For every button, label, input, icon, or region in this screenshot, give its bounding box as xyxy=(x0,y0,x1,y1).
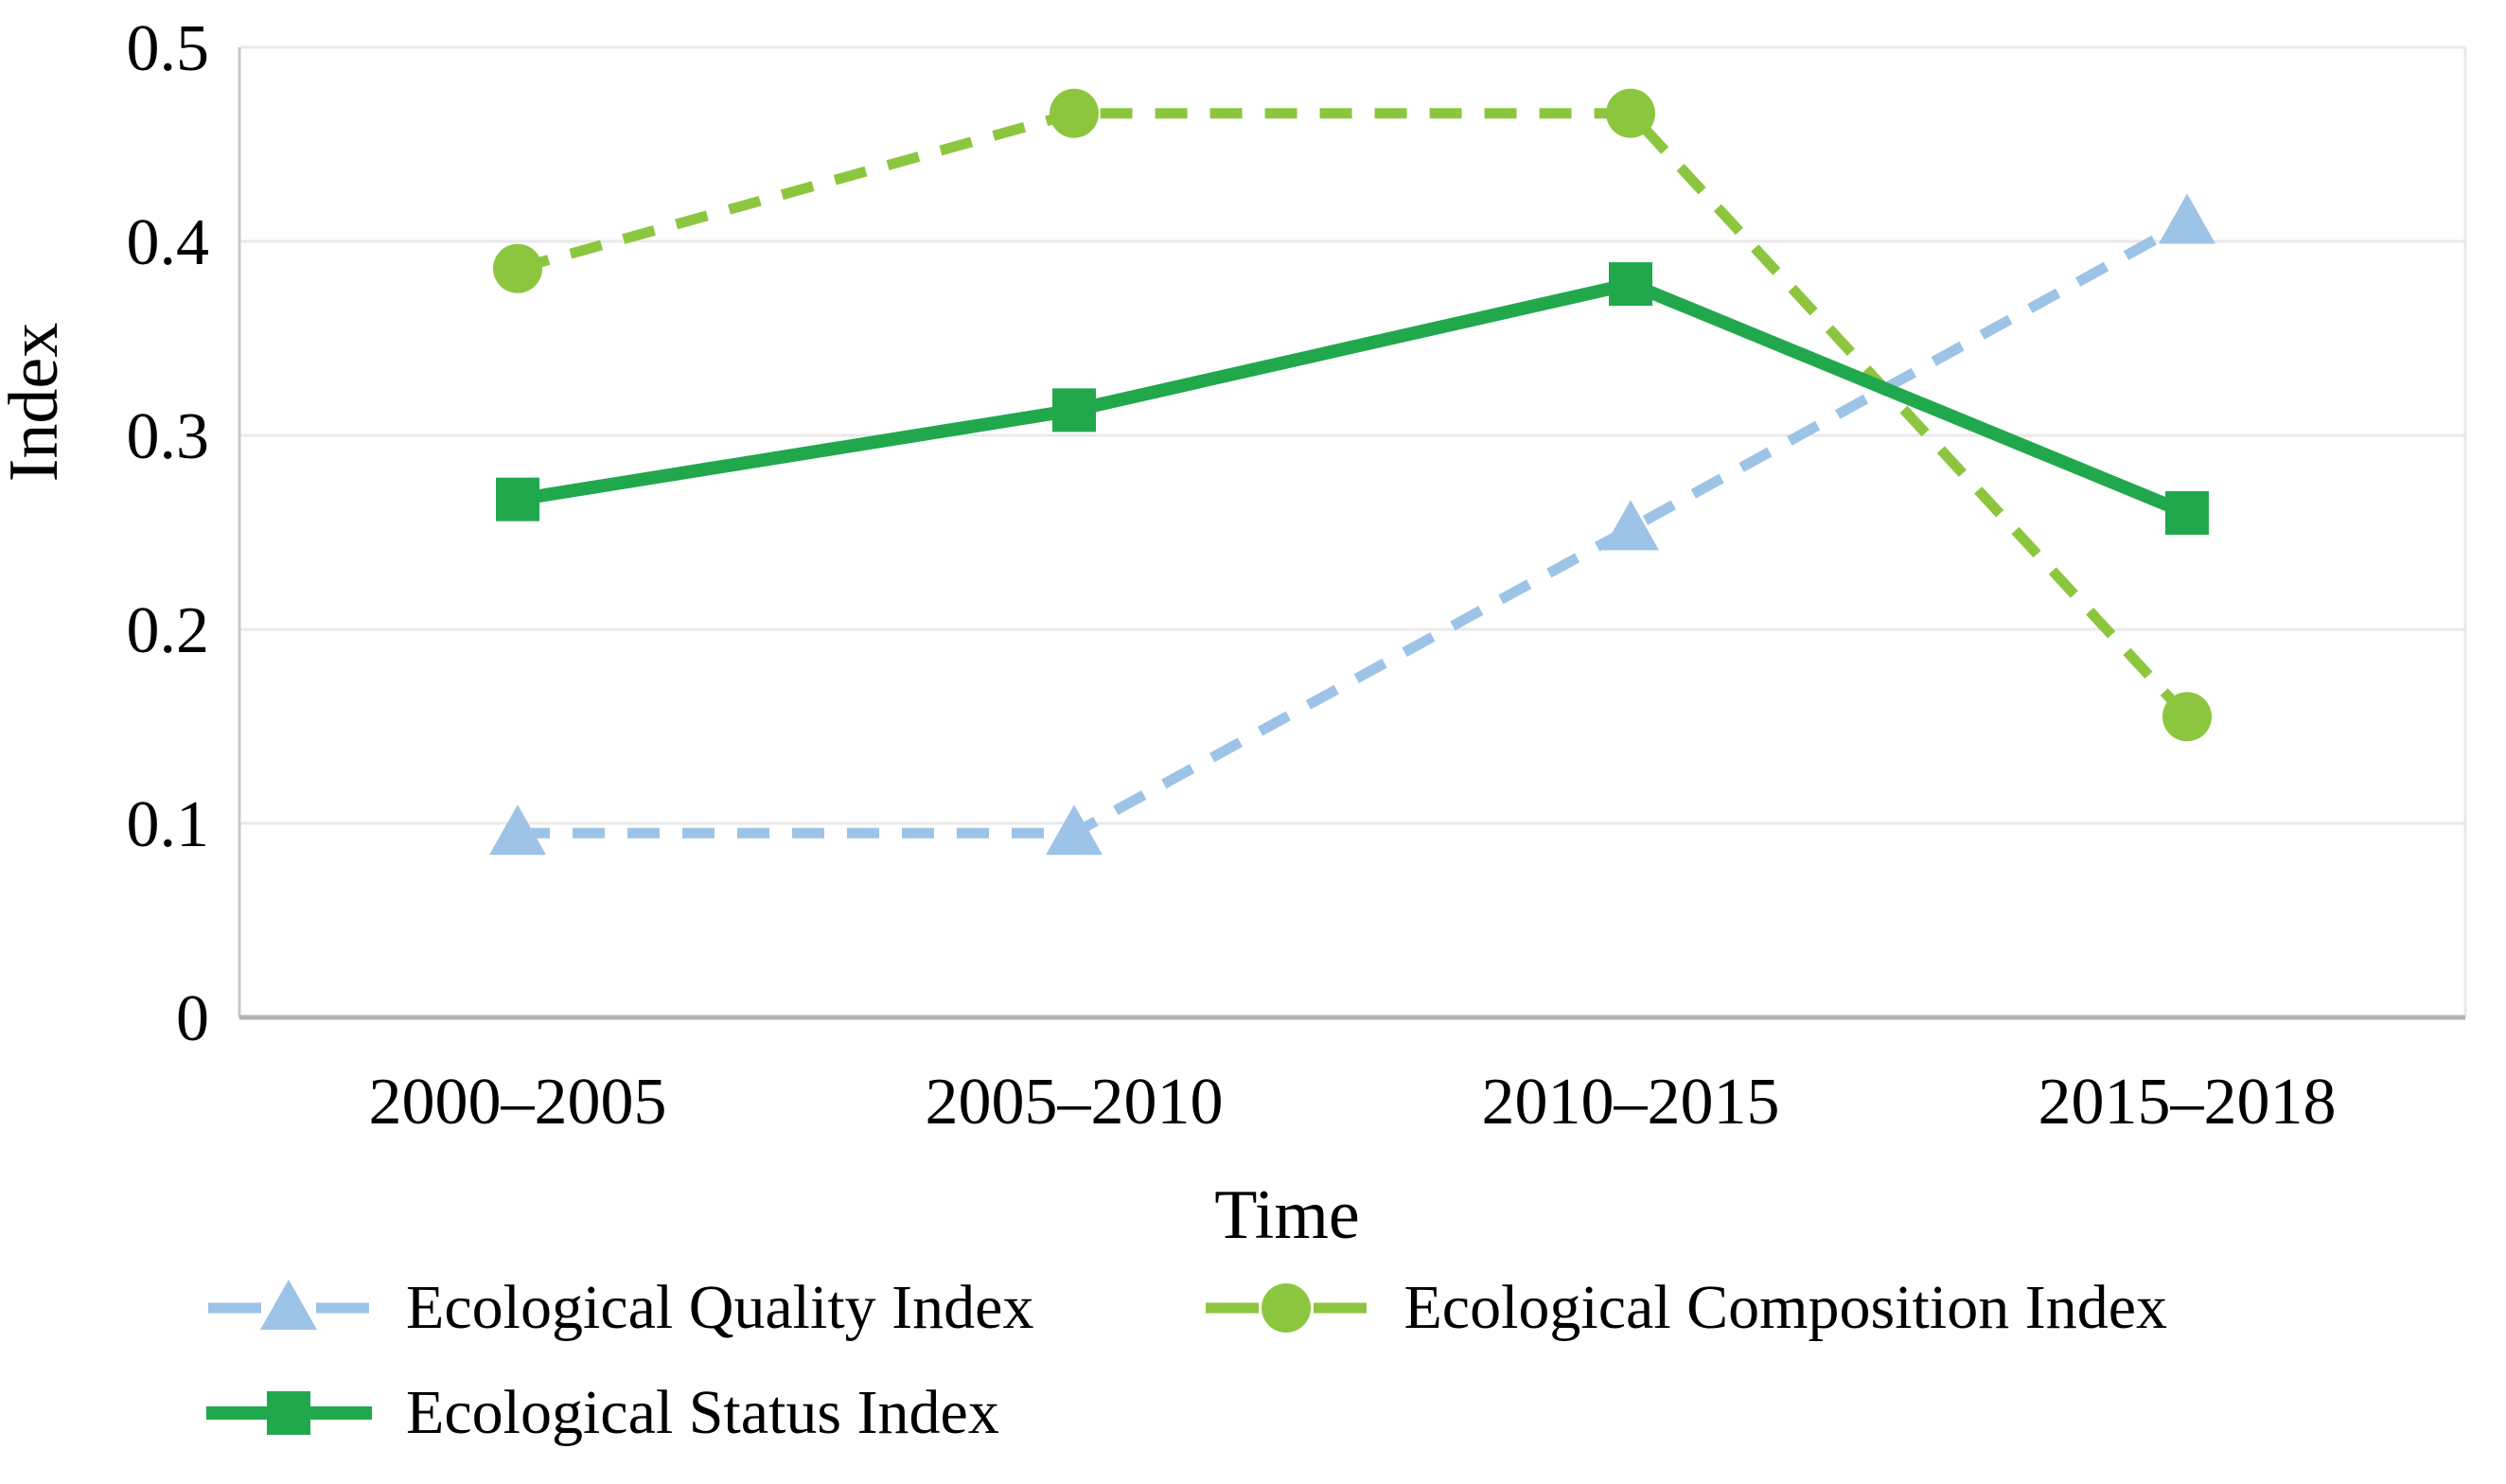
y-tick-label: 0.3 xyxy=(127,400,210,473)
series-layer xyxy=(489,88,2215,856)
x-tick-label: 2005–2010 xyxy=(926,1066,1224,1139)
tick-layer: 0 0.1 0.2 0.3 0.4 0.5 2000–2005 2005–2010 2010–2… xyxy=(127,12,2337,1139)
y-tick-label: 0.4 xyxy=(127,206,210,279)
circle-marker xyxy=(493,243,542,293)
legend-sample-svg xyxy=(1206,1283,1368,1334)
circle-marker xyxy=(1050,88,1099,138)
square-marker xyxy=(2165,491,2209,535)
legend-sample-svg xyxy=(206,1390,372,1435)
series-line-2 xyxy=(516,277,2190,520)
triangle-marker xyxy=(1046,804,1103,856)
y-tick-label: 0.5 xyxy=(127,12,210,85)
quality-line-triangle-sample-icon xyxy=(206,1278,372,1338)
circle-marker xyxy=(2162,692,2212,742)
legend-sample-svg xyxy=(208,1280,369,1331)
triangle-marker xyxy=(260,1280,317,1331)
legend-row: Ecological Status Index xyxy=(206,1377,2440,1448)
square-marker xyxy=(496,477,539,521)
circle-marker xyxy=(1606,88,1655,138)
square-marker xyxy=(1609,262,1652,307)
series-line-0 xyxy=(518,217,2190,839)
status-line-square-sample-icon xyxy=(206,1383,372,1443)
legend-item-quality: Ecological Quality Index xyxy=(206,1273,1034,1343)
square-marker xyxy=(1052,388,1096,433)
legend-label: Ecological Status Index xyxy=(406,1377,999,1447)
legend-row: Ecological Quality Index Ecological Comp… xyxy=(206,1273,2440,1343)
square-marker xyxy=(267,1390,310,1435)
y-tick-label: 0.1 xyxy=(127,788,210,861)
legend-item-status: Ecological Status Index xyxy=(206,1377,999,1448)
legend: Ecological Quality Index Ecological Comp… xyxy=(206,1273,2440,1448)
composition-line-circle-sample-icon xyxy=(1204,1278,1369,1338)
circle-marker xyxy=(1262,1283,1312,1334)
x-axis-title: Time xyxy=(1214,1176,1360,1254)
legend-item-composition: Ecological Composition Index xyxy=(1204,1273,2167,1343)
legend-label: Ecological Quality Index xyxy=(406,1273,1034,1342)
grid-layer xyxy=(239,45,2467,1017)
triangle-marker xyxy=(489,804,546,856)
legend-label: Ecological Composition Index xyxy=(1403,1273,2167,1342)
axis-layer xyxy=(238,47,2465,1020)
y-tick-label: 0.2 xyxy=(127,594,210,667)
x-tick-label: 2010–2015 xyxy=(1482,1066,1780,1139)
series-line-1 xyxy=(516,108,2192,720)
x-tick-label: 2000–2005 xyxy=(369,1066,667,1139)
triangle-marker xyxy=(1602,500,1659,551)
triangle-marker xyxy=(2159,193,2215,244)
y-axis-title: Index xyxy=(0,323,73,483)
x-tick-label: 2015–2018 xyxy=(2038,1066,2337,1139)
y-tick-label: 0 xyxy=(176,982,209,1055)
